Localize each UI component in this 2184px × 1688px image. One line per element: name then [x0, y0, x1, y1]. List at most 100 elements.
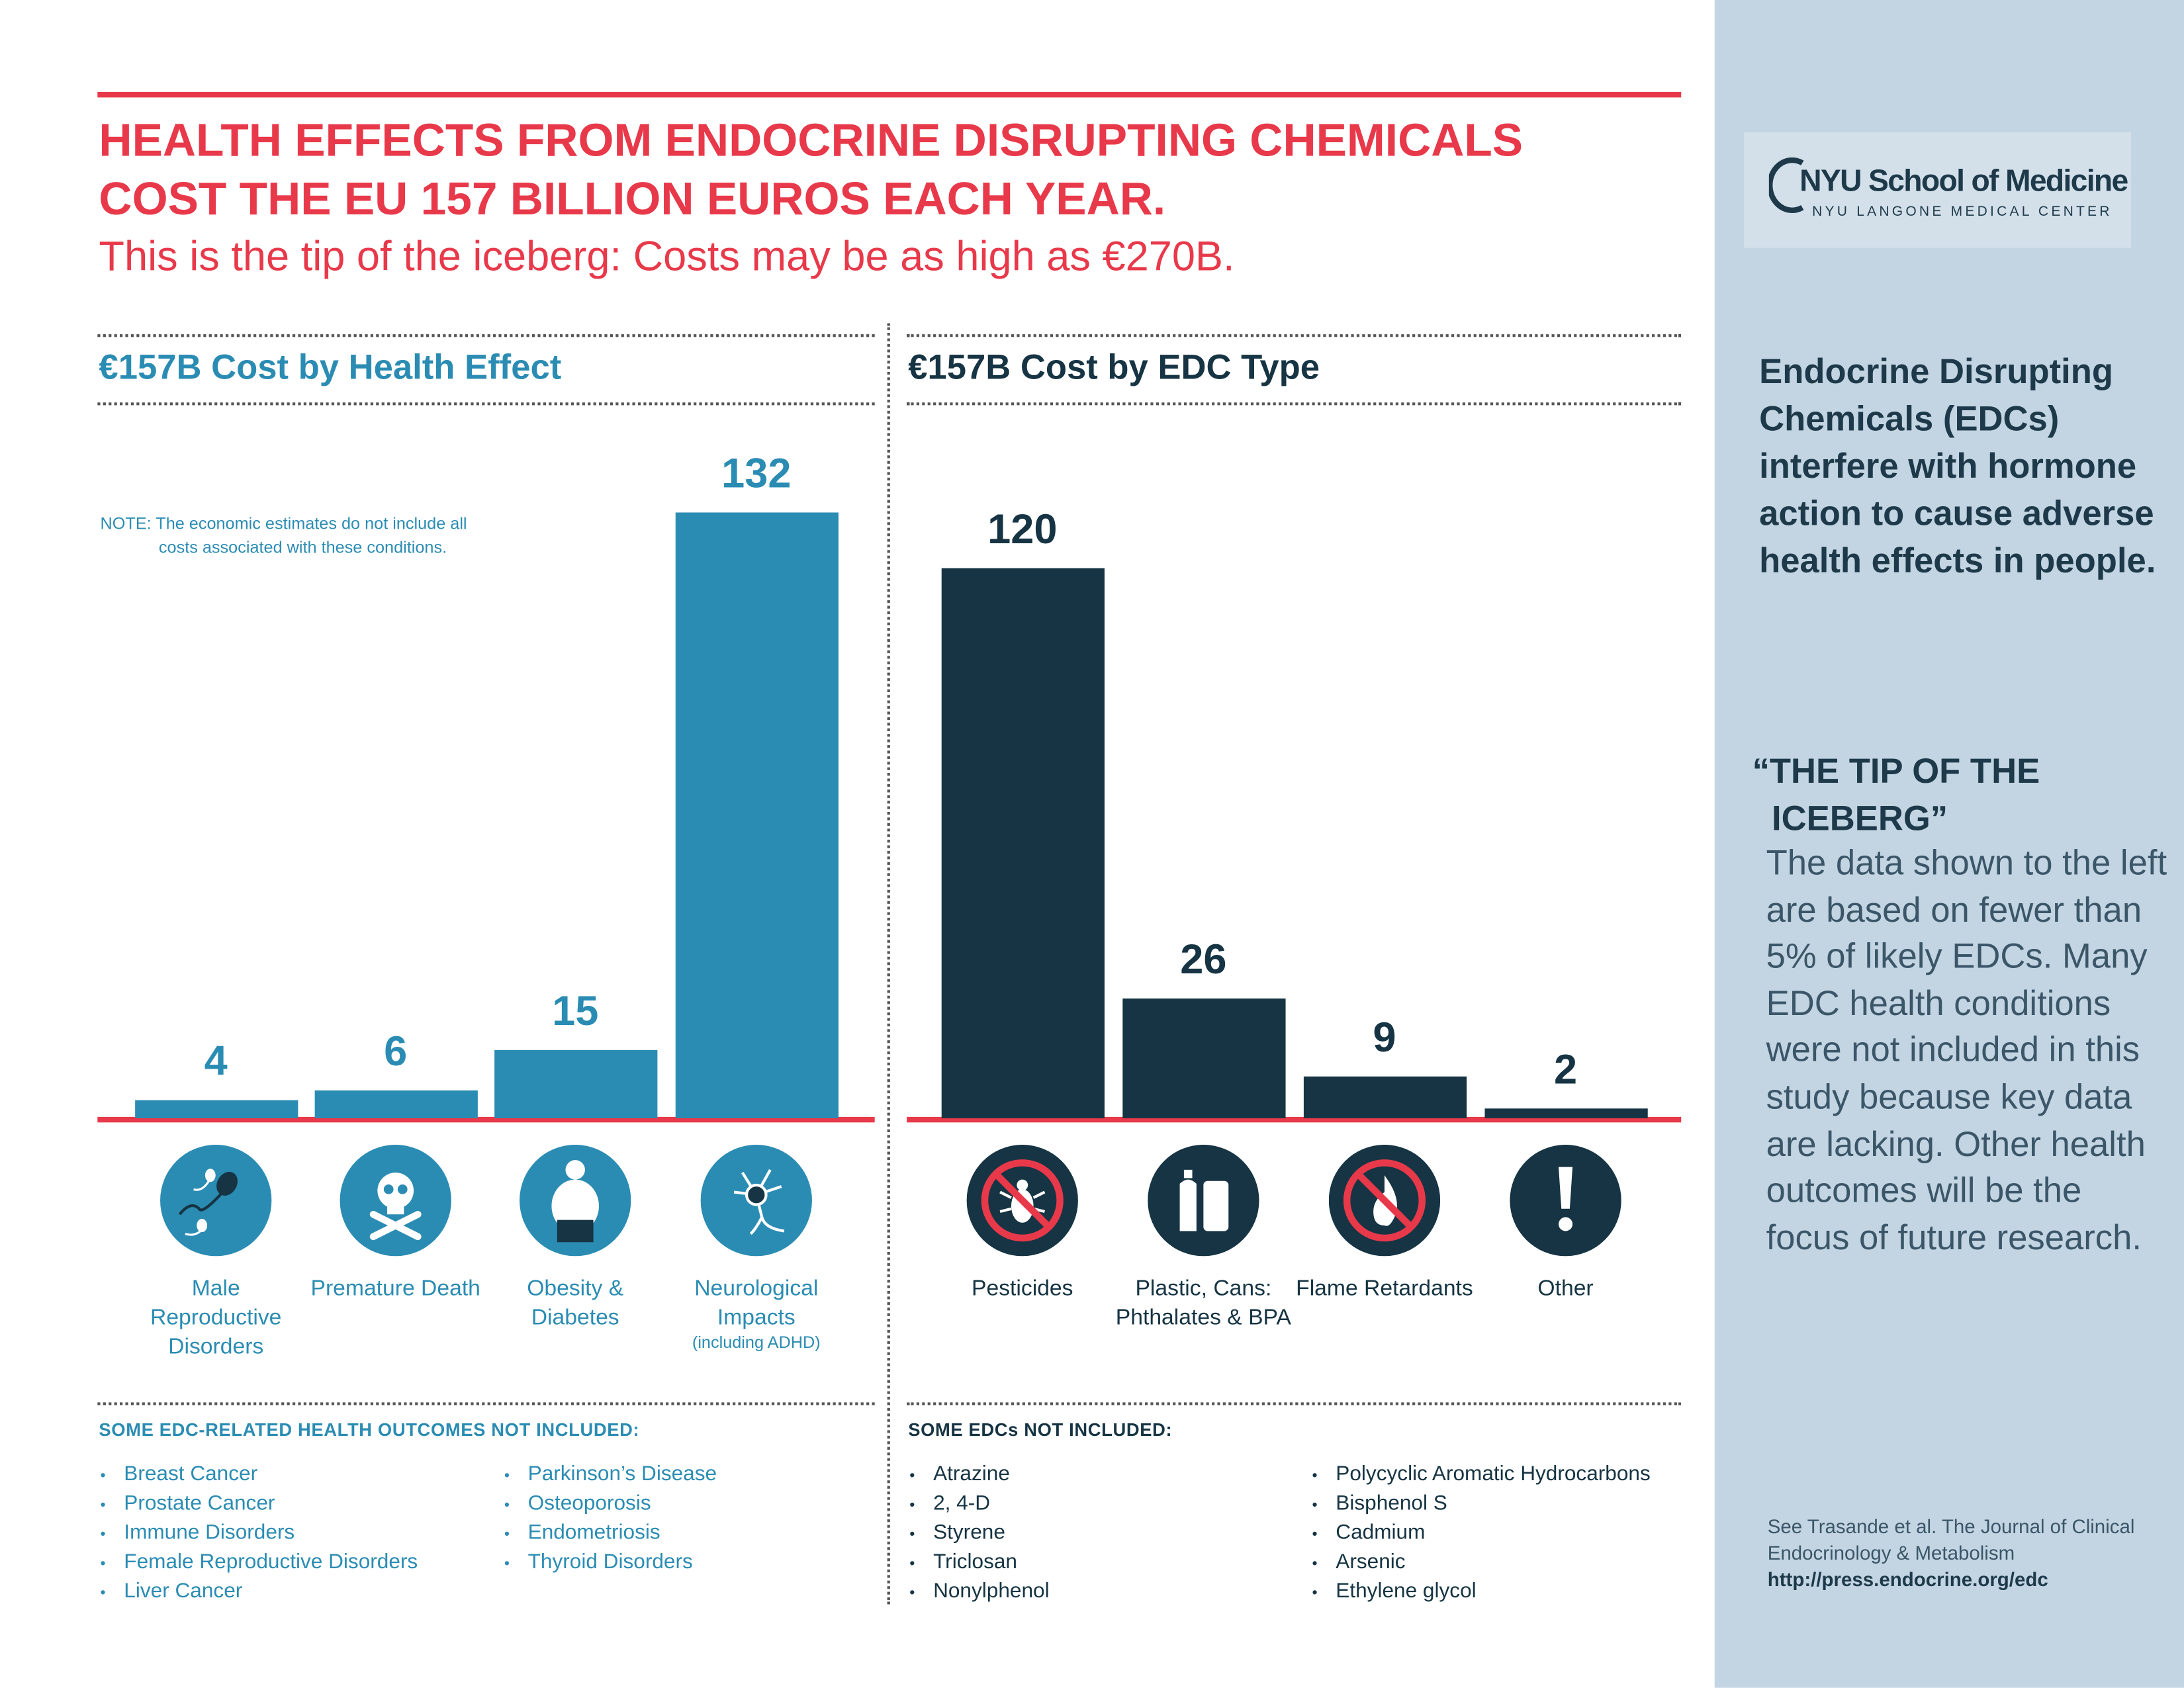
category-label: Neurological Impacts (including ADHD)	[667, 1274, 845, 1353]
icon	[1148, 1144, 1259, 1257]
baseline	[97, 1116, 875, 1123]
chart-title: €157B Cost by Health Effect	[99, 348, 562, 388]
value-label: 15	[552, 988, 599, 1034]
list-item: Parkinson’s Disease	[504, 1461, 717, 1490]
bar	[1122, 999, 1285, 1118]
list-item: Styrene	[909, 1519, 1049, 1548]
list: Parkinson’s DiseaseOsteoporosisEndometri…	[504, 1461, 717, 1578]
subtitle: This is the tip of the iceberg: Costs ma…	[99, 234, 1235, 281]
icon-graphic	[1510, 1144, 1621, 1257]
logo-mark	[1768, 157, 1804, 213]
logo-box: NYU School of Medicine NYU LANGONE MEDIC…	[1743, 132, 2132, 248]
list: Atrazine2, 4-DStyreneTriclosanNonylpheno…	[909, 1461, 1050, 1607]
icon-graphic	[1328, 1144, 1441, 1257]
list-item: Liver Cancer	[101, 1578, 418, 1607]
value-label: 4	[204, 1038, 228, 1085]
category-text: Flame Retardants	[1296, 1276, 1473, 1301]
note: NOTE: The economic estimates do not incl…	[100, 513, 467, 557]
value-label: 120	[987, 506, 1058, 553]
category-label: Flame Retardants	[1295, 1274, 1473, 1304]
quote-body: The data shown to the left are based on …	[1766, 844, 2167, 1257]
icon	[160, 1144, 272, 1257]
icon-graphic	[160, 1144, 272, 1257]
value-label: 6	[384, 1029, 408, 1076]
list-item: Arsenic	[1312, 1548, 1651, 1577]
divider	[887, 323, 890, 1605]
category-label: Obesity & Diabetes	[486, 1274, 664, 1333]
logo-name: NYU School of Medicine	[1799, 163, 2128, 198]
icon	[340, 1144, 451, 1257]
list-title: SOME EDC-RELATED HEALTH OUTCOMES NOT INC…	[99, 1419, 640, 1441]
top-rule	[97, 91, 1682, 98]
list-item: Endometriosis	[504, 1519, 717, 1548]
icon-graphic	[520, 1144, 631, 1257]
rule	[907, 402, 1682, 406]
category-label: Male Reproductive Disorders	[127, 1274, 305, 1362]
list-item: 2, 4-D	[909, 1490, 1049, 1519]
category-text: Premature Death	[310, 1276, 480, 1301]
icon	[520, 1144, 631, 1257]
bar	[940, 567, 1104, 1118]
list-item: Prostate Cancer	[101, 1490, 418, 1519]
bar	[494, 1049, 657, 1118]
list-item: Breast Cancer	[101, 1461, 418, 1490]
title: HEALTH EFFECTS FROM ENDOCRINE DISRUPTING…	[99, 114, 1524, 224]
list-title: SOME EDCs NOT INCLUDED:	[908, 1419, 1173, 1441]
value-label: 26	[1180, 938, 1227, 984]
logo-subname: NYU LANGONE MEDICAL CENTER	[1812, 204, 2113, 220]
rule	[97, 1402, 875, 1405]
bar	[1302, 1077, 1467, 1118]
category-text: Male Reproductive Disorders	[150, 1276, 282, 1360]
bar	[674, 512, 838, 1118]
category-text: Neurological Impacts	[694, 1276, 819, 1330]
list-item: Bisphenol S	[1312, 1490, 1651, 1519]
bar	[1484, 1109, 1647, 1118]
chart-title: €157B Cost by EDC Type	[908, 348, 1320, 388]
list-item: Polycyclic Aromatic Hydrocarbons	[1312, 1461, 1650, 1490]
bar	[134, 1100, 298, 1118]
category-label: Premature Death	[306, 1274, 484, 1304]
rule	[97, 402, 875, 406]
icon	[1510, 1144, 1621, 1257]
bar	[314, 1090, 477, 1118]
sidebar-intro: Endocrine Disrupting Chemicals (EDCs) in…	[1759, 352, 2156, 581]
baseline	[907, 1116, 1682, 1123]
category-label: Plastic, Cans: Phthalates & BPA	[1115, 1274, 1293, 1333]
list-item: Immune Disorders	[101, 1519, 418, 1548]
rule	[907, 1402, 1682, 1405]
list-item: Cadmium	[1312, 1519, 1651, 1548]
list-item: Thyroid Disorders	[504, 1548, 717, 1577]
category-text: Obesity & Diabetes	[527, 1276, 624, 1330]
quote-title: “THE TIP OF THE ICEBERG”	[1752, 752, 2040, 838]
category-label: Other	[1477, 1274, 1655, 1304]
list-item: Ethylene glycol	[1312, 1578, 1651, 1607]
icon-graphic	[966, 1144, 1078, 1257]
list-item: Atrazine	[909, 1461, 1049, 1490]
category-label: Pesticides	[933, 1274, 1111, 1304]
value-label: 2	[1553, 1047, 1578, 1094]
url: http://press.endocrine.org/edc	[1767, 1568, 2048, 1591]
category-text: Other	[1537, 1276, 1594, 1301]
category-text: Pesticides	[972, 1276, 1073, 1301]
value-label: 132	[721, 451, 792, 498]
icon	[700, 1144, 812, 1257]
category-note: (including ADHD)	[692, 1333, 821, 1353]
list-item: Triclosan	[909, 1548, 1049, 1577]
list-item: Nonylphenol	[909, 1578, 1050, 1607]
icon-graphic	[700, 1144, 812, 1257]
category-text: Plastic, Cans: Phthalates & BPA	[1115, 1276, 1291, 1330]
list: Breast CancerProstate CancerImmune Disor…	[101, 1461, 418, 1607]
rule	[97, 334, 875, 337]
list: Polycyclic Aromatic HydrocarbonsBispheno…	[1312, 1461, 1651, 1607]
list-item: Female Reproductive Disorders	[101, 1548, 418, 1577]
icon-graphic	[1148, 1144, 1259, 1257]
list-item: Osteoporosis	[504, 1490, 717, 1519]
sidebar: NYU School of Medicine NYU LANGONE MEDIC…	[1714, 0, 2184, 1688]
icon-graphic	[340, 1144, 451, 1257]
value-label: 9	[1373, 1015, 1396, 1062]
citation: See Trasande et al. The Journal of Clini…	[1767, 1515, 2135, 1564]
icon	[1328, 1144, 1441, 1257]
rule	[907, 334, 1682, 337]
icon	[966, 1144, 1078, 1257]
